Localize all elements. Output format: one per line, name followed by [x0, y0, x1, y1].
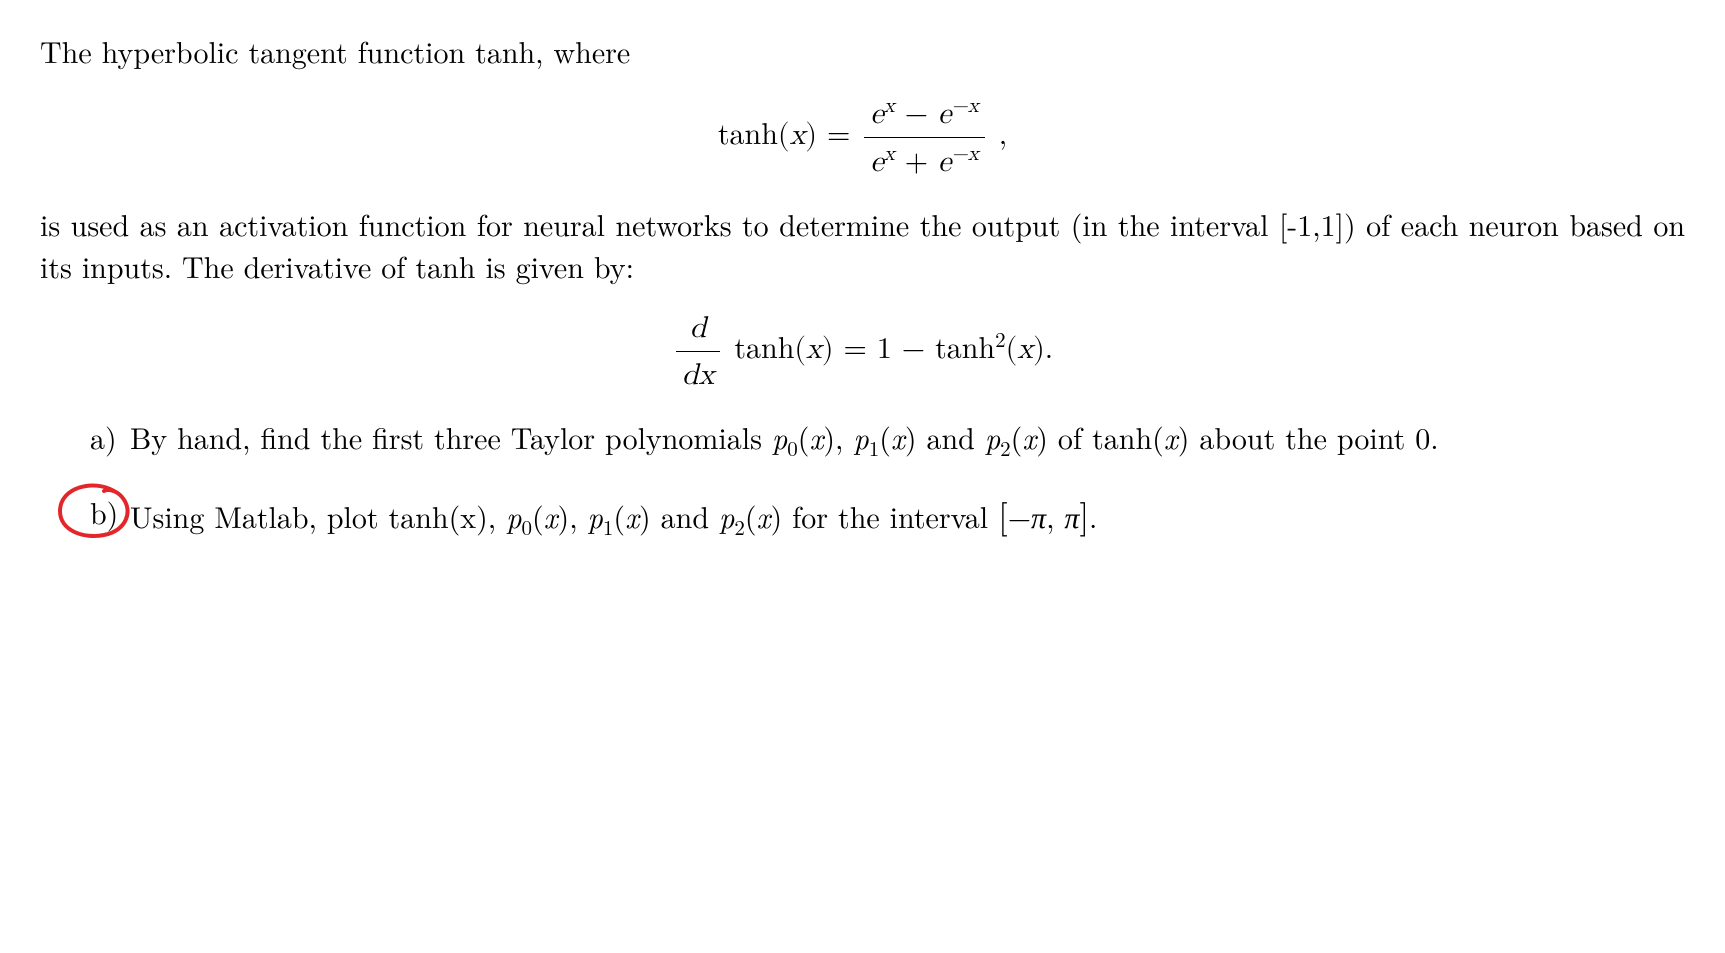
- part-b-label: b): [90, 491, 118, 533]
- part-a: a) By hand, find the first three Taylor …: [90, 416, 1685, 463]
- equation-derivative: d dx tanh(x) = 1 − tanh2(x).: [40, 307, 1685, 396]
- mid-paragraph: is used as an activation function for ne…: [40, 203, 1685, 287]
- part-b: b) Using Matlab, plot tanh(x), p0(x), p1…: [90, 491, 1685, 542]
- part-b-text: Using Matlab, plot tanh(x), p0(x), p1(x)…: [130, 494, 1097, 537]
- equation-tanh-definition: tanh(x) = ex − e−x ex + e−x ,: [40, 92, 1685, 183]
- part-a-text: By hand, find the first three Taylor pol…: [130, 415, 1439, 458]
- part-a-label: a): [90, 416, 117, 458]
- intro-paragraph: The hyperbolic tangent function tanh, wh…: [40, 30, 1685, 72]
